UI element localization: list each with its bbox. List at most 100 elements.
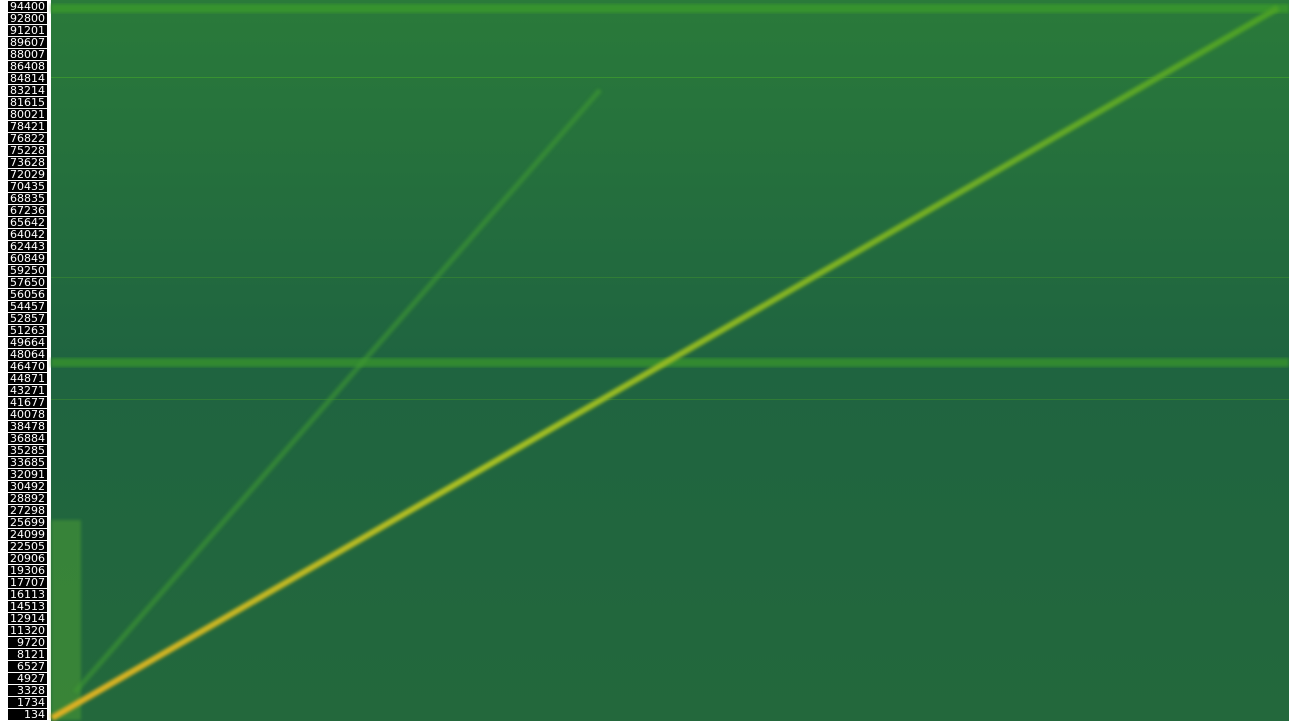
y-tick-label: 4927	[17, 672, 45, 685]
y-tick-label: 32091	[10, 468, 45, 481]
y-tick-box	[8, 504, 47, 516]
y-tick-label: 27298	[10, 504, 45, 517]
y-tick-box	[8, 349, 47, 361]
y-tick-box	[8, 360, 47, 372]
y-tick-box	[8, 181, 47, 193]
y-tick-label: 76822	[10, 132, 45, 145]
y-tick-label: 20906	[10, 552, 45, 565]
y-tick-label: 30492	[10, 480, 45, 493]
y-tick-box	[8, 540, 47, 552]
y-tick-box	[8, 385, 47, 397]
y-tick-box	[8, 121, 47, 133]
y-tick-box	[8, 588, 47, 600]
y-tick-label: 11320	[10, 624, 45, 637]
y-tick-label: 86408	[10, 60, 45, 73]
y-tick-label: 48064	[10, 348, 45, 361]
y-tick-label: 17707	[10, 576, 45, 589]
y-tick-label: 83214	[10, 84, 45, 97]
y-tick-box	[8, 396, 47, 408]
y-tick-label: 64042	[10, 228, 45, 241]
y-tick-box	[8, 301, 47, 313]
y-tick-box	[8, 601, 47, 613]
y-tick-label: 81615	[10, 96, 45, 109]
y-tick-label: 8121	[17, 648, 45, 661]
y-tick-box	[8, 37, 47, 49]
low-energy	[51, 520, 81, 720]
y-tick-box	[8, 277, 47, 289]
y-tick-box	[8, 552, 47, 564]
y-tick-box	[8, 265, 47, 277]
y-tick-box	[8, 97, 47, 109]
y-axis: 9440092800912018960788007864088481483214…	[8, 0, 47, 721]
y-tick-box	[8, 708, 47, 720]
y-tick-label: 25699	[10, 516, 45, 529]
y-tick-label: 91201	[10, 24, 45, 37]
y-tick-box	[8, 25, 47, 37]
y-tick-label: 84814	[10, 72, 45, 85]
y-tick-box	[8, 253, 47, 265]
y-tick-box	[8, 516, 47, 528]
y-tick-label: 1734	[17, 696, 45, 709]
y-tick-label: 68835	[10, 192, 45, 205]
y-tick-label: 67236	[10, 204, 45, 217]
y-tick-label: 6527	[17, 660, 45, 673]
y-tick-label: 24099	[10, 528, 45, 541]
y-tick-label: 36884	[10, 432, 45, 445]
y-tick-box	[8, 61, 47, 73]
y-tick-box	[8, 193, 47, 205]
y-tick-box	[8, 685, 47, 697]
y-tick-box	[8, 468, 47, 480]
tone-band	[51, 277, 1289, 278]
y-tick-box	[8, 109, 47, 121]
y-tick-label: 43271	[10, 384, 45, 397]
harmonic-sweep	[73, 88, 602, 694]
y-tick-box	[8, 169, 47, 181]
y-tick-box	[8, 445, 47, 457]
y-tick-box	[8, 85, 47, 97]
y-tick-label: 40078	[10, 408, 45, 421]
y-tick-label: 49664	[10, 336, 45, 349]
tone-band	[51, 399, 1289, 400]
tone-band	[51, 4, 1289, 13]
y-tick-box	[8, 432, 47, 444]
y-tick-label: 80021	[10, 108, 45, 121]
y-tick-label: 3328	[17, 684, 45, 697]
y-tick-box	[8, 480, 47, 492]
y-tick-label: 62443	[10, 240, 45, 253]
y-tick-label: 16113	[10, 588, 45, 601]
y-tick-label: 94400	[10, 0, 45, 13]
y-tick-box	[8, 13, 47, 25]
y-tick-label: 12914	[10, 612, 45, 625]
y-tick-label: 9720	[17, 636, 45, 649]
y-tick-box	[8, 133, 47, 145]
main-sweep	[50, 5, 1280, 721]
y-tick-box	[8, 241, 47, 253]
y-tick-box	[8, 73, 47, 85]
y-tick-label: 70435	[10, 180, 45, 193]
y-tick-label: 41677	[10, 396, 45, 409]
y-tick-box	[8, 529, 47, 541]
y-tick-box	[8, 157, 47, 169]
y-tick-label: 72029	[10, 168, 45, 181]
y-tick-box	[8, 409, 47, 421]
y-tick-label: 52857	[10, 312, 45, 325]
tone-band	[51, 77, 1289, 78]
y-tick-box	[8, 145, 47, 157]
y-tick-box	[8, 324, 47, 336]
y-tick-box	[8, 637, 47, 649]
y-tick-box	[8, 217, 47, 229]
y-tick-label: 35285	[10, 444, 45, 457]
y-tick-box	[8, 229, 47, 241]
y-tick-label: 73628	[10, 156, 45, 169]
y-tick-box	[8, 660, 47, 672]
y-tick-label: 88007	[10, 48, 45, 61]
y-tick-label: 57650	[10, 276, 45, 289]
y-tick-label: 134	[24, 708, 45, 721]
axis-panel	[0, 0, 50, 721]
y-tick-label: 44871	[10, 372, 45, 385]
y-tick-label: 51263	[10, 324, 45, 337]
y-tick-label: 14513	[10, 600, 45, 613]
y-tick-box	[8, 649, 47, 661]
y-tick-label: 54457	[10, 300, 45, 313]
